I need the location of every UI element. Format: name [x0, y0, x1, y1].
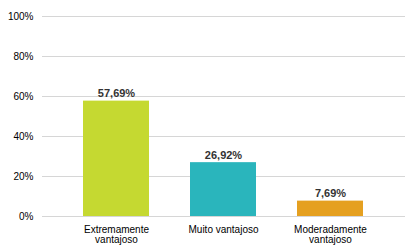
svg-text:20%: 20% — [13, 171, 33, 182]
svg-text:80%: 80% — [13, 51, 33, 62]
svg-text:Moderadamentevantajoso: Moderadamentevantajoso — [294, 224, 367, 245]
svg-text:0%: 0% — [19, 211, 34, 222]
svg-text:57,69%: 57,69% — [98, 87, 136, 99]
svg-text:26,92%: 26,92% — [205, 149, 243, 161]
svg-text:7,69%: 7,69% — [315, 187, 346, 199]
svg-text:60%: 60% — [13, 91, 33, 102]
svg-text:100%: 100% — [8, 11, 34, 22]
svg-text:Extremamentevantajoso: Extremamentevantajoso — [84, 224, 149, 245]
svg-text:40%: 40% — [13, 131, 33, 142]
svg-text:Muito vantajoso: Muito vantajoso — [188, 224, 258, 235]
